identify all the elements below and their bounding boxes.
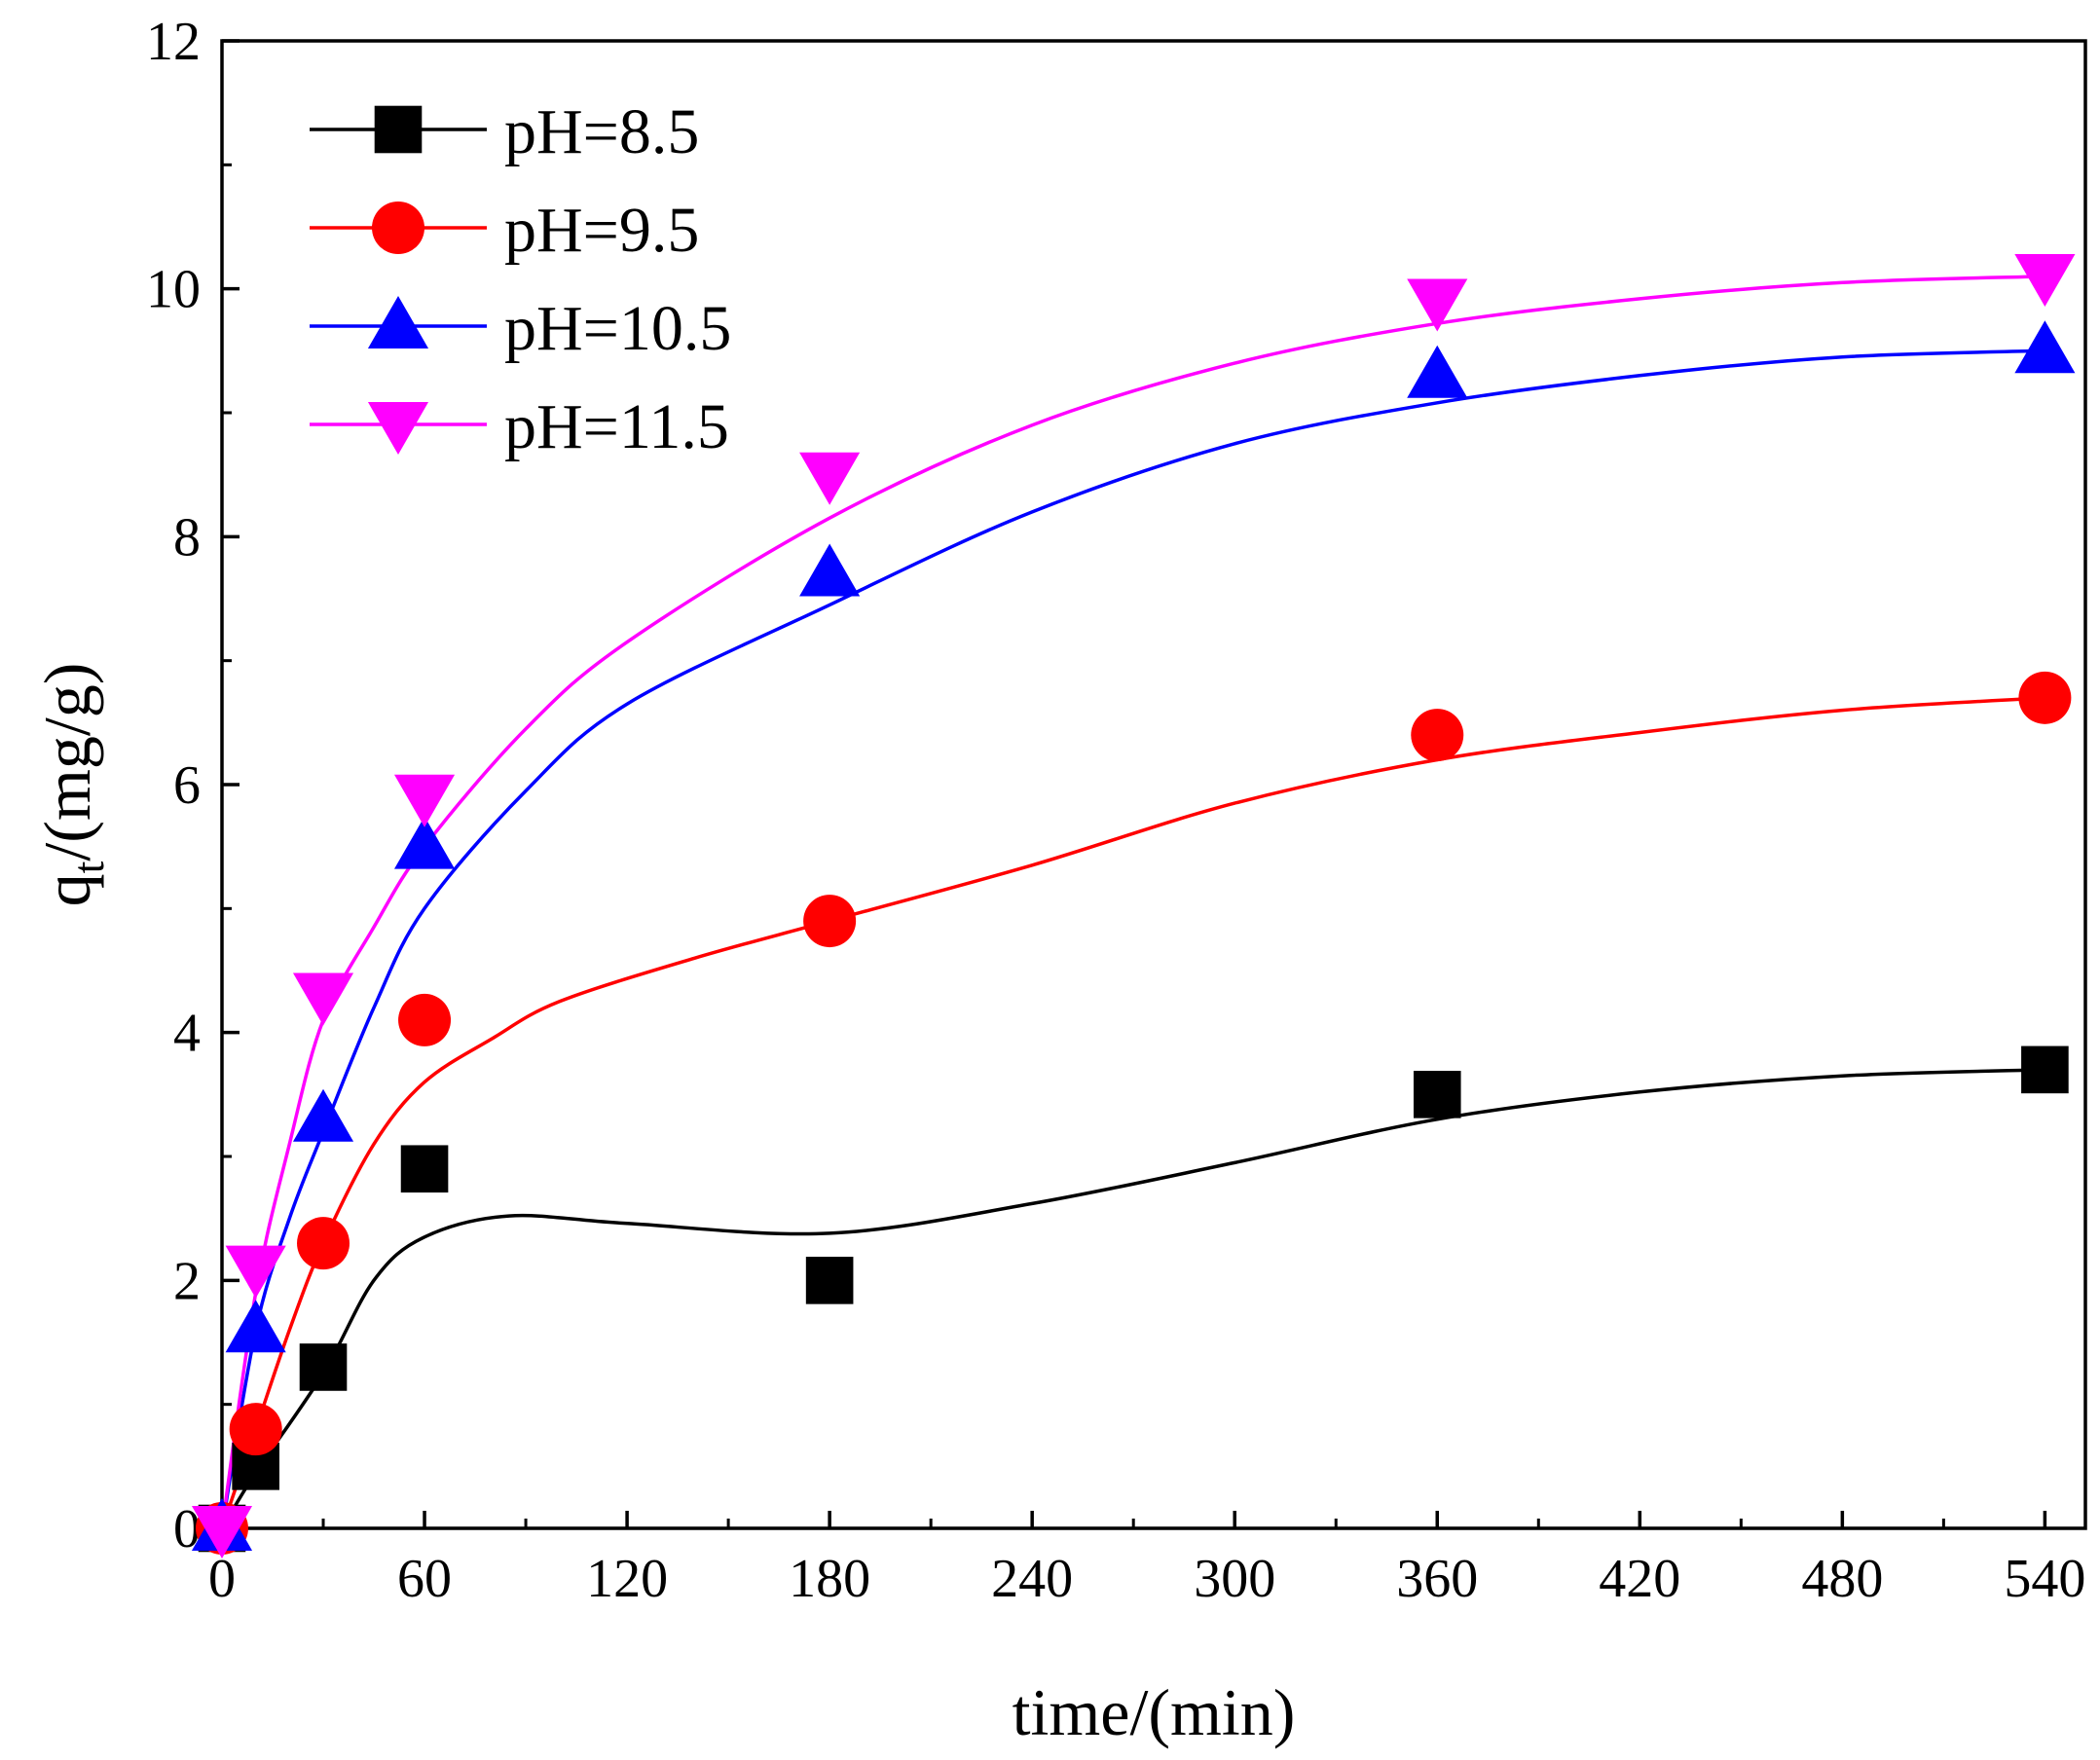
data-point-s4-1 xyxy=(225,1245,286,1299)
data-point-s3-6 xyxy=(2014,320,2076,374)
legend-label-2: pH=9.5 xyxy=(504,195,699,266)
plot-area-frame xyxy=(220,39,2087,1530)
y-tick-label-2: 2 xyxy=(173,1251,201,1311)
data-point-s4-3 xyxy=(393,774,456,827)
y-axis-title-main: q xyxy=(30,873,104,906)
data-point-s1-4 xyxy=(805,1257,854,1304)
y-axis-title-subscript: t xyxy=(63,861,113,873)
legend: pH=8.5 pH=9.5 pH=10.5 pH=11.5 xyxy=(310,96,731,462)
x-tick-label-120: 120 xyxy=(586,1549,668,1609)
x-tick-label-0: 0 xyxy=(208,1549,236,1609)
data-point-s3-4 xyxy=(799,543,861,597)
legend-label-3: pH=10.5 xyxy=(504,293,731,364)
data-point-s2-2 xyxy=(297,1217,350,1270)
fit-lines xyxy=(220,275,2045,1529)
data-point-s2-5 xyxy=(1411,709,1464,762)
x-tick-label-360: 360 xyxy=(1396,1549,1478,1609)
data-point-s1-3 xyxy=(400,1145,449,1193)
x-tick-label-60: 60 xyxy=(397,1549,452,1609)
data-point-s3-5 xyxy=(1407,345,1468,398)
data-point-s2-6 xyxy=(2018,671,2072,724)
data-point-s1-5 xyxy=(1413,1071,1461,1118)
data-point-s3-2 xyxy=(292,1088,354,1142)
data-point-s4-2 xyxy=(292,972,354,1026)
legend-marker-1 xyxy=(374,105,423,154)
legend-label-4: pH=11.5 xyxy=(504,391,729,462)
data-point-s2-3 xyxy=(398,993,452,1046)
data-point-s4-0 xyxy=(191,1506,253,1559)
data-point-s4-4 xyxy=(799,452,861,505)
legend-marker-4 xyxy=(367,402,429,456)
x-tick-label-180: 180 xyxy=(789,1549,870,1609)
data-point-s1-2 xyxy=(299,1343,348,1391)
data-point-s1-6 xyxy=(2021,1045,2069,1094)
data-point-s2-1 xyxy=(229,1403,282,1456)
data-point-s2-4 xyxy=(803,895,857,948)
y-axis-title-suffix: /(mg/g) xyxy=(30,663,104,862)
legend-marker-2 xyxy=(372,202,424,254)
y-tick-label-6: 6 xyxy=(173,755,201,816)
legend-marker-3 xyxy=(367,295,429,348)
fit-line-4 xyxy=(220,275,2045,1529)
y-axis-title: qt/(mg/g) xyxy=(30,663,113,907)
y-tick-label-10: 10 xyxy=(146,260,201,320)
y-tick-label-8: 8 xyxy=(173,507,201,568)
fit-line-1 xyxy=(220,1068,2045,1529)
data-point-s4-6 xyxy=(2014,253,2076,307)
data-point-s3-3 xyxy=(393,816,456,869)
fit-line-3 xyxy=(220,348,2045,1529)
x-tick-label-420: 420 xyxy=(1599,1549,1680,1609)
x-tick-label-540: 540 xyxy=(2004,1549,2085,1609)
legend-label-1: pH=8.5 xyxy=(504,96,699,167)
y-tick-label-4: 4 xyxy=(173,1004,201,1064)
y-tick-label-12: 12 xyxy=(146,12,201,72)
x-tick-label-240: 240 xyxy=(991,1549,1073,1609)
data-point-s4-5 xyxy=(1407,278,1468,332)
data-markers xyxy=(191,253,2076,1559)
x-tick-label-300: 300 xyxy=(1194,1549,1275,1609)
data-point-s3-1 xyxy=(225,1300,286,1353)
x-tick-label-480: 480 xyxy=(1801,1549,1883,1609)
x-axis-title: time/(min) xyxy=(1013,1675,1296,1749)
